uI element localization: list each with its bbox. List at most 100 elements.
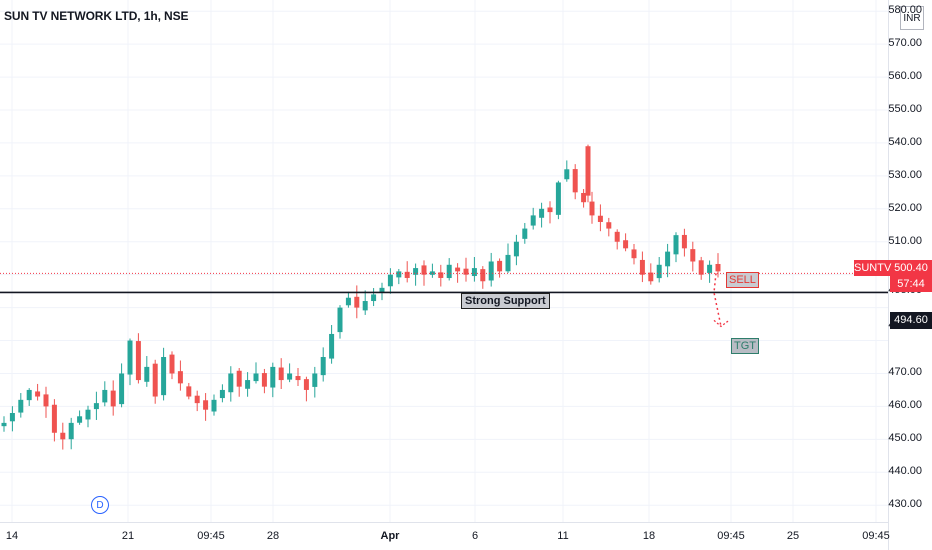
price-tick-label: 560.00 [888,70,922,83]
candle-body [68,422,74,440]
candle-body [253,373,259,382]
candle-body [673,235,679,255]
candle-body [463,268,469,275]
candle-body [446,264,452,279]
candle-body [51,404,57,433]
candle-body [564,169,570,180]
price-tick-label: 440.00 [888,465,922,478]
candle-body [144,366,150,382]
symbol-tag: SUNTV [854,260,892,276]
candle-body [371,294,377,302]
price-tick-label: 460.00 [888,399,922,412]
candle-body [530,215,536,226]
candle-body [572,169,578,193]
time-tick-label: Apr [380,530,400,542]
candle-body [455,267,461,272]
strong-support-label[interactable]: Strong Support [461,293,550,309]
time-tick-label: 28 [266,530,280,542]
candle-body [245,380,251,389]
candle-body [152,363,158,397]
candle-body [312,373,318,387]
candle-body [119,373,125,405]
candle-body [690,249,696,262]
time-tick-label: 14 [5,530,19,542]
candle-body [345,297,351,306]
price-tick-label: 570.00 [888,37,922,50]
projection-arrowhead [713,319,730,328]
time-tick-label: 09:45 [862,530,890,542]
candle-body [379,287,385,293]
candle-body [261,373,267,387]
candle-body [1,422,7,427]
support-level-tag: 494.60 [890,312,932,329]
candle-body [354,296,360,308]
price-tick-label: 540.00 [888,135,922,148]
candle-body [60,432,66,440]
time-tick-label: 09:45 [197,530,225,542]
candle-body [585,146,591,196]
candle-body [438,272,444,278]
price-tick-label: 550.00 [888,103,922,115]
candle-body [656,264,662,279]
bar-countdown: 57:44 [897,278,925,290]
chart-title: SUN TV NETWORK LTD, 1h, NSE [4,9,189,23]
currency-label[interactable]: INR [900,6,924,30]
time-tick-label: 18 [642,530,656,542]
candle-body [404,271,410,278]
candle-body [648,272,654,282]
candle-body [135,341,141,381]
candle-body [169,354,175,374]
price-tick-label: 470.00 [888,366,922,379]
candle-body [497,260,503,272]
candle-body [177,371,183,384]
candle-body [555,182,561,215]
target-label[interactable]: TGT [731,338,759,354]
candle-body [387,274,393,287]
candle-body [295,376,301,381]
candle-body [9,413,15,422]
candle-body [631,249,637,259]
candle-body [396,271,402,278]
candle-body [513,241,519,257]
price-tick-label: 520.00 [888,201,922,214]
candle-body [421,265,427,275]
projection-path [713,273,722,327]
candle-body [698,260,704,275]
sell-label[interactable]: SELL [726,272,759,288]
price-tick-label: 530.00 [888,168,922,181]
candle-body [715,263,721,272]
candle-body [219,389,225,399]
candle-body [18,399,24,413]
candle-body [471,268,477,277]
candle-body [606,222,612,229]
price-tick-label: 430.00 [888,498,922,511]
candle-body [26,389,32,401]
candle-body [287,373,293,380]
candle-body [413,268,419,275]
candle-body [303,379,309,390]
time-tick-label: 09:45 [717,530,745,542]
candle-body [581,192,587,203]
candle-body [127,340,133,375]
time-tick-label: 11 [557,530,569,542]
candle-body [236,370,242,387]
dividend-marker-icon[interactable]: D [91,496,109,514]
time-tick-label: 25 [786,530,800,542]
price-tick-label: 450.00 [888,432,922,445]
candle-body [681,234,687,249]
candle-body [623,240,629,249]
candle-body [211,399,217,412]
candle-body [547,207,553,213]
candle-body [665,251,671,267]
candle-body [639,259,645,275]
candle-body [320,357,326,376]
candle-body [93,403,99,410]
candle-body [589,201,595,216]
candle-body [614,231,620,242]
candle-body [270,366,276,388]
candle-body [597,215,603,222]
last-price-value: 500.40 [894,262,928,274]
candle-body [278,367,284,381]
last-price-tag: SUNTV 500.40 57:44 [854,260,932,292]
